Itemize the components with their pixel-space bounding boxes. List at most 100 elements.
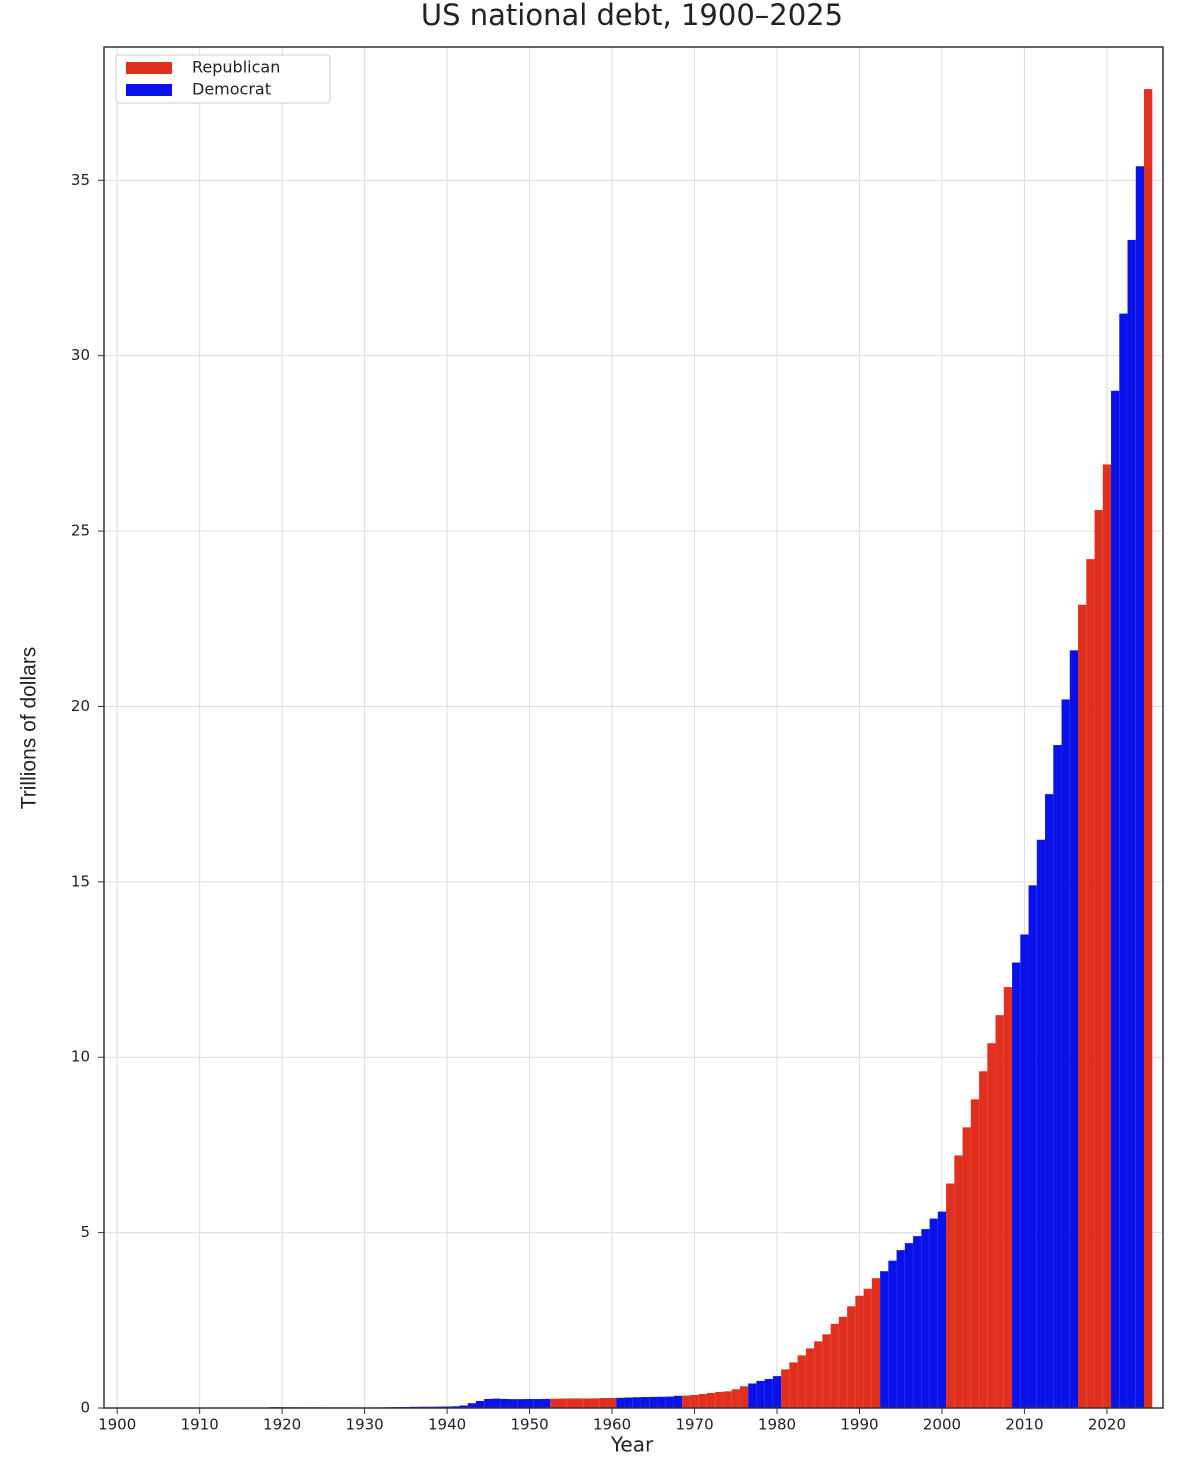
x-axis-label: Year [610,1433,654,1457]
x-tick-label: 1930 [346,1416,384,1434]
bar [640,1397,650,1408]
y-tick-label: 10 [71,1048,90,1066]
bar [706,1393,716,1408]
bar [731,1389,740,1408]
x-tick-label: 1960 [593,1416,631,1434]
bar [789,1362,798,1408]
bar [690,1394,699,1408]
legend-swatch [126,62,172,74]
bar [970,1099,980,1408]
x-tick-label: 1910 [181,1416,219,1434]
bar [1102,464,1112,1408]
bar [946,1183,955,1408]
legend-label: Republican [192,58,280,77]
bar [1086,559,1095,1408]
bar [467,1403,476,1408]
bar [739,1386,749,1408]
bar [814,1341,823,1408]
x-tick-label: 2020 [1088,1416,1126,1434]
bar [1053,745,1062,1408]
bar [1036,839,1046,1408]
bar [913,1236,922,1408]
bar [1020,934,1029,1408]
bar [830,1323,839,1408]
x-tick-label: 1970 [675,1416,713,1434]
bar [558,1398,567,1408]
y-tick-label: 0 [80,1399,90,1417]
bar [508,1399,518,1408]
bar [962,1127,971,1408]
bar [723,1391,732,1408]
x-tick-label: 1980 [758,1416,796,1434]
bar [921,1229,930,1408]
x-tick-label: 2000 [923,1416,961,1434]
y-tick-label: 20 [71,697,90,715]
bar [442,1406,452,1408]
bar [797,1355,806,1408]
bar [838,1316,848,1408]
bar [855,1295,864,1408]
bar [822,1334,831,1408]
bar [1078,604,1087,1408]
bar [673,1395,683,1408]
bar [632,1397,641,1408]
bar [847,1306,856,1408]
bar [781,1369,790,1408]
bar [1127,239,1136,1408]
bar [541,1398,551,1408]
bar [805,1348,815,1408]
y-tick-label: 15 [71,872,90,890]
bar [863,1288,872,1408]
bar [682,1395,691,1408]
bar [954,1155,963,1408]
bar [1144,89,1153,1409]
bar [451,1406,460,1408]
x-tick-label: 1990 [840,1416,878,1434]
bar [525,1398,534,1408]
bar [756,1380,765,1408]
bar [616,1397,625,1408]
y-tick-label: 30 [71,346,90,364]
bar [591,1398,600,1408]
bar [715,1391,724,1408]
bar [880,1271,889,1408]
bar [987,1043,996,1408]
legend-label: Democrat [192,80,271,99]
bar [888,1260,897,1408]
bar [583,1398,592,1408]
bar [871,1278,881,1408]
bar [698,1394,707,1408]
x-tick-label: 1920 [263,1416,301,1434]
bar [657,1396,666,1408]
y-tick-label: 35 [71,171,90,189]
bar [1094,510,1103,1408]
bar [599,1398,608,1408]
bar [492,1398,501,1408]
bar [896,1250,905,1408]
bar [550,1398,559,1408]
bar [1119,313,1128,1408]
x-tick-label: 1900 [98,1416,136,1434]
bar [517,1399,526,1408]
bar [764,1378,773,1408]
bar [475,1400,485,1408]
bar [574,1398,584,1408]
bar [1028,885,1037,1408]
x-tick-label: 1940 [428,1416,466,1434]
bar [748,1383,757,1408]
plot-frame [103,46,1164,1409]
bar [937,1211,947,1408]
bar [1045,794,1054,1408]
bar [1003,987,1013,1408]
bar [1111,390,1120,1409]
bar [929,1218,938,1408]
bar [995,1015,1004,1408]
bar [533,1399,542,1408]
y-tick-label: 25 [71,522,90,540]
bar [772,1376,782,1408]
legend-swatch [126,84,172,96]
bar [1135,166,1145,1408]
bar [484,1398,493,1408]
bar [665,1396,674,1408]
